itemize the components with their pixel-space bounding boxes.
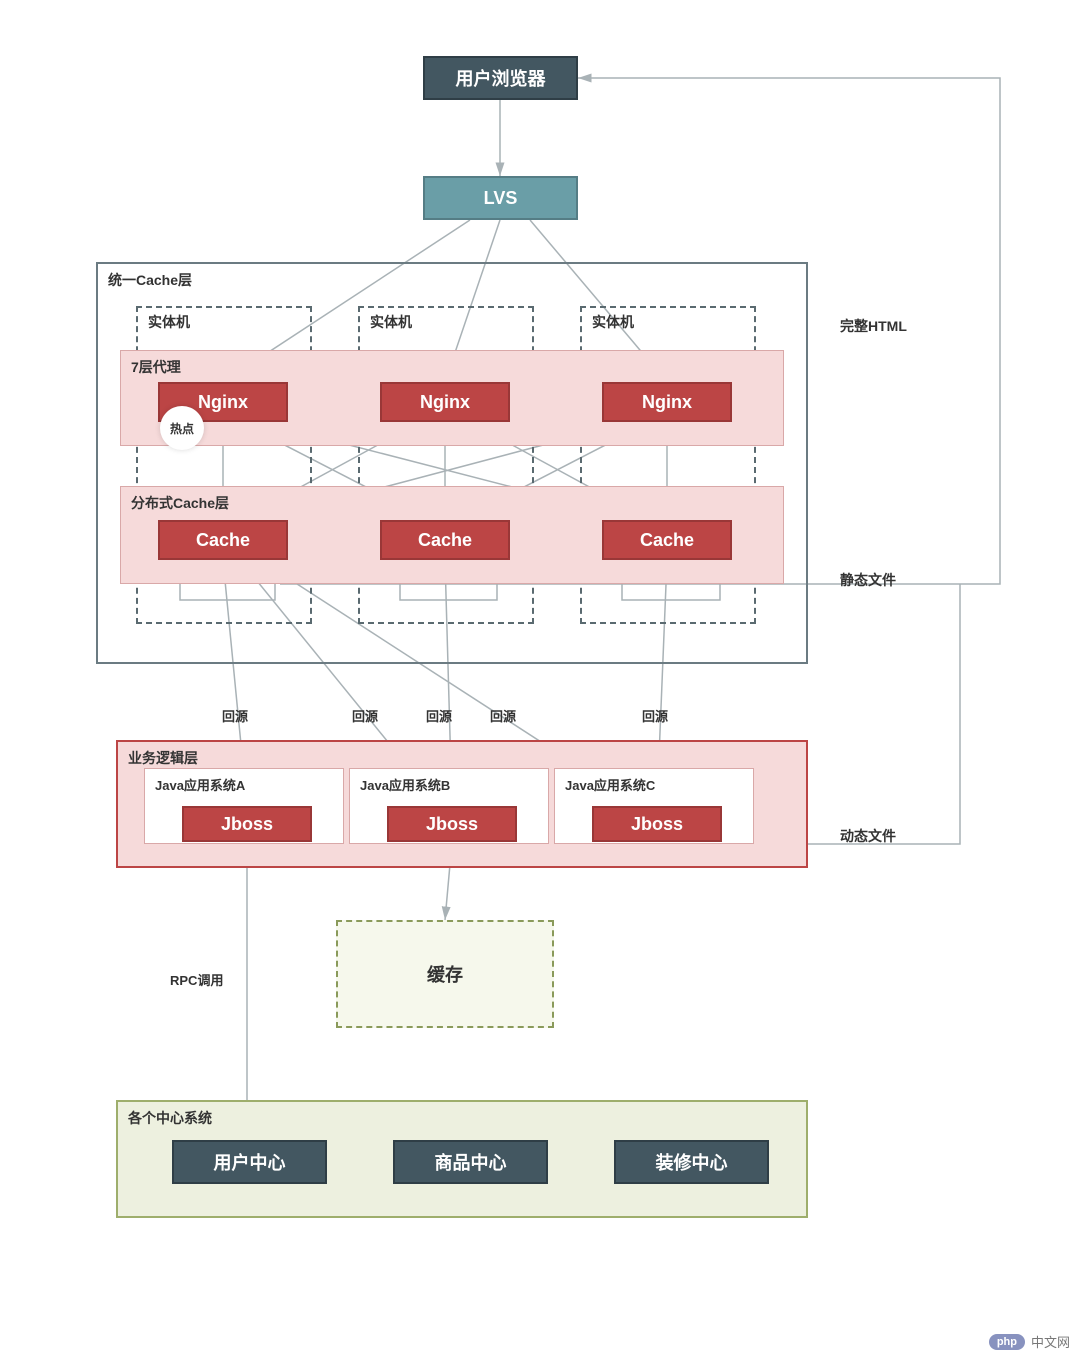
- entity-3-label: 实体机: [592, 312, 634, 332]
- java-b-label: Java应用系统B: [360, 775, 450, 794]
- entity-1-label: 实体机: [148, 312, 190, 332]
- diagram-canvas: 统一Cache层 实体机 实体机 实体机 7层代理 分布式Cache层 业务逻辑…: [0, 0, 1080, 1357]
- node-user-center: 用户中心: [172, 1140, 327, 1184]
- jboss-2-label: Jboss: [426, 814, 478, 835]
- nginx-1-label: Nginx: [198, 392, 248, 413]
- label-full-html: 完整HTML: [840, 316, 907, 336]
- node-cache-3: Cache: [602, 520, 732, 560]
- label-static-file: 静态文件: [840, 570, 896, 590]
- nginx-2-label: Nginx: [420, 392, 470, 413]
- label-back-2: 回源: [352, 706, 378, 725]
- java-c-label: Java应用系统C: [565, 775, 655, 794]
- panel-centers-label: 各个中心系统: [128, 1108, 212, 1128]
- node-jboss-3: Jboss: [592, 806, 722, 842]
- node-jboss-1: Jboss: [182, 806, 312, 842]
- node-browser-label: 用户浏览器: [456, 65, 546, 91]
- node-goods-center: 商品中心: [393, 1140, 548, 1184]
- panel-cache-layer-label: 统一Cache层: [108, 270, 192, 290]
- cache-box: 缓存: [336, 920, 554, 1028]
- nginx-3-label: Nginx: [642, 392, 692, 413]
- label-back-4: 回源: [490, 706, 516, 725]
- cache-3-label: Cache: [640, 530, 694, 551]
- panel-biz-layer-label: 业务逻辑层: [128, 748, 198, 768]
- watermark-text: 中文网: [1031, 1332, 1070, 1351]
- node-jboss-2: Jboss: [387, 806, 517, 842]
- hot-badge: 热点: [160, 406, 204, 450]
- label-back-5: 回源: [642, 706, 668, 725]
- node-nginx-3: Nginx: [602, 382, 732, 422]
- node-browser: 用户浏览器: [423, 56, 578, 100]
- node-cache-1: Cache: [158, 520, 288, 560]
- node-nginx-2: Nginx: [380, 382, 510, 422]
- panel-proxy-layer-label: 7层代理: [131, 357, 181, 377]
- cache-2-label: Cache: [418, 530, 472, 551]
- goods-center-label: 商品中心: [435, 1149, 507, 1175]
- label-dynamic-file: 动态文件: [840, 826, 896, 846]
- jboss-3-label: Jboss: [631, 814, 683, 835]
- entity-2-label: 实体机: [370, 312, 412, 332]
- user-center-label: 用户中心: [214, 1149, 286, 1175]
- node-decor-center: 装修中心: [614, 1140, 769, 1184]
- node-cache-2: Cache: [380, 520, 510, 560]
- java-a-label: Java应用系统A: [155, 775, 245, 794]
- php-pill: php: [989, 1334, 1025, 1350]
- watermark: php 中文网: [989, 1332, 1070, 1351]
- node-lvs: LVS: [423, 176, 578, 220]
- jboss-1-label: Jboss: [221, 814, 273, 835]
- cache-box-label: 缓存: [427, 961, 463, 987]
- cache-1-label: Cache: [196, 530, 250, 551]
- label-back-1: 回源: [222, 706, 248, 725]
- hot-badge-label: 热点: [170, 420, 194, 437]
- label-rpc: RPC调用: [170, 970, 223, 989]
- decor-center-label: 装修中心: [656, 1149, 728, 1175]
- panel-dist-cache-label: 分布式Cache层: [131, 493, 229, 513]
- label-back-3: 回源: [426, 706, 452, 725]
- node-lvs-label: LVS: [484, 188, 518, 209]
